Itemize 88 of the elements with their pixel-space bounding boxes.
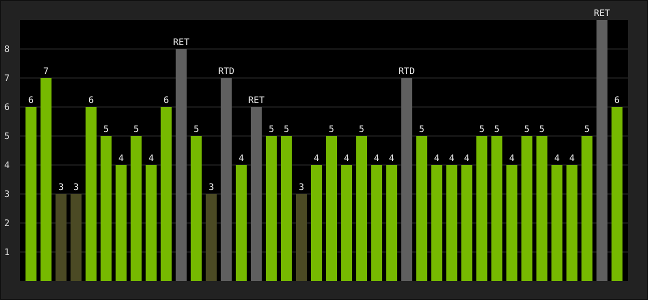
bar <box>116 165 127 281</box>
bar <box>311 165 322 281</box>
data-label: 4 <box>554 154 560 164</box>
data-label: 3 <box>73 183 79 193</box>
data-label: 5 <box>194 125 199 135</box>
bar <box>371 165 382 281</box>
data-label: RTD <box>218 67 234 77</box>
bar <box>86 107 97 281</box>
bar <box>446 165 458 281</box>
bar <box>250 107 262 281</box>
data-label: 4 <box>388 154 394 164</box>
data-label: 4 <box>148 154 154 164</box>
bar <box>236 165 247 281</box>
bar <box>220 78 232 281</box>
data-label: RTD <box>398 67 415 77</box>
data-label: 5 <box>494 125 500 135</box>
data-label: 3 <box>58 183 64 193</box>
y-tick-label: 6 <box>4 103 10 113</box>
data-label: 5 <box>524 125 530 135</box>
bar <box>521 136 532 281</box>
y-tick-label: 3 <box>4 190 10 200</box>
data-label: 4 <box>238 154 244 164</box>
data-label: 4 <box>314 154 320 164</box>
y-tick-label: 8 <box>4 45 10 55</box>
bar <box>431 165 442 281</box>
data-label: 4 <box>374 154 380 164</box>
data-label: 5 <box>584 125 590 135</box>
data-label: 4 <box>464 154 470 164</box>
bar <box>461 165 472 281</box>
data-label: 6 <box>28 96 34 106</box>
bar <box>26 107 36 281</box>
data-label: 5 <box>328 125 334 135</box>
data-label: RET <box>173 38 190 48</box>
bar <box>401 78 412 281</box>
bar <box>476 136 488 281</box>
bar <box>280 136 292 281</box>
bar <box>130 136 142 281</box>
y-tick-label: 2 <box>4 219 10 229</box>
data-label: 6 <box>614 96 620 106</box>
data-label: 4 <box>344 154 350 164</box>
bar <box>176 49 187 281</box>
data-label: 5 <box>418 125 424 135</box>
bar <box>356 136 368 281</box>
bar <box>146 165 157 281</box>
bar <box>40 78 52 281</box>
data-label: 4 <box>569 154 575 164</box>
bar <box>596 20 608 281</box>
data-label: 4 <box>449 154 454 164</box>
data-label: 4 <box>509 154 515 164</box>
data-label: 5 <box>103 125 109 135</box>
bar <box>506 165 518 281</box>
data-label: 3 <box>208 183 214 193</box>
bar <box>612 107 622 281</box>
bar <box>341 165 352 281</box>
data-label: 5 <box>479 125 484 135</box>
bar <box>190 136 202 281</box>
bar <box>160 107 172 281</box>
bar <box>386 165 398 281</box>
bar <box>566 165 578 281</box>
y-tick-label: 7 <box>4 74 10 84</box>
y-tick-label: 5 <box>4 132 10 142</box>
bar <box>56 194 67 281</box>
y-tick-label: 1 <box>4 248 10 258</box>
bar <box>296 194 307 281</box>
data-label: 7 <box>43 67 49 77</box>
bar <box>70 194 82 281</box>
bar <box>266 136 277 281</box>
data-label: 4 <box>434 154 440 164</box>
data-label: RET <box>248 96 266 106</box>
bar <box>551 165 562 281</box>
data-label: 5 <box>284 125 290 135</box>
data-label: 3 <box>298 183 304 193</box>
bar <box>100 136 112 281</box>
bar <box>416 136 428 281</box>
bar <box>491 136 502 281</box>
data-label: 5 <box>539 125 545 135</box>
data-label: 6 <box>88 96 94 106</box>
bar <box>326 136 337 281</box>
data-label: 5 <box>268 125 274 135</box>
bar <box>206 194 217 281</box>
bar <box>581 136 592 281</box>
data-label: 5 <box>133 125 139 135</box>
data-label: 6 <box>164 96 169 106</box>
data-label: 4 <box>118 154 124 164</box>
bar <box>536 136 548 281</box>
data-label: RET <box>594 9 611 19</box>
y-tick-label: 4 <box>4 161 10 171</box>
data-label: 5 <box>358 125 364 135</box>
